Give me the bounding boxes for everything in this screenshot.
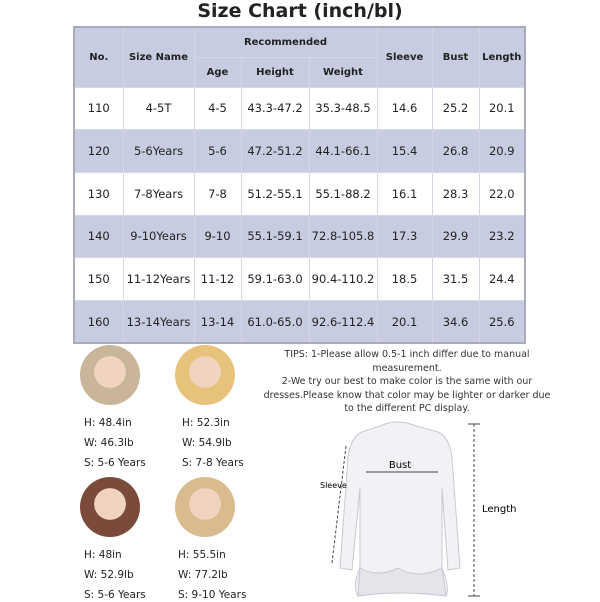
table-row: 130 7-8Years 7-8 51.2-55.1 55.1-88.2 16.1 28.3… [73, 171, 526, 216]
table-cell: 150 [73, 257, 124, 301]
table-row: 160 13-14Years 13-14 61.0-65.0 92.6-112.4 20.… [73, 299, 526, 344]
table-cell: 7-8 [193, 171, 242, 216]
table-cell: 51.2-55.1 [240, 171, 310, 216]
model-h: H: 52.3in [182, 417, 230, 429]
model-photo [175, 345, 235, 405]
table-cell: 26.8 [431, 129, 480, 173]
table-cell: 44.1-66.1 [308, 129, 378, 173]
tips: TIPS: 1-Please allow 0.5-1 inch differ d… [262, 348, 552, 416]
table-cell: 55.1-88.2 [308, 171, 378, 216]
table-cell: 20.9 [478, 129, 526, 173]
table-cell: 59.1-63.0 [240, 257, 310, 301]
table-cell: 9-10Years [122, 214, 195, 259]
header-age: Age [193, 56, 242, 88]
model-w: W: 54.9lb [182, 437, 232, 449]
table-cell: 90.4-110.2 [308, 257, 378, 301]
model-photo [175, 477, 235, 537]
header-weight: Weight [308, 56, 378, 88]
table-cell: 15.4 [376, 129, 433, 173]
dress-diagram: Bust Sleeve Length [320, 421, 517, 597]
table-cell: 92.6-112.4 [308, 299, 378, 344]
model-w: W: 77.2lb [178, 569, 228, 581]
table-cell: 22.0 [478, 171, 526, 216]
header-length: Length [478, 26, 526, 88]
model-h: H: 48.4in [84, 417, 132, 429]
size-chart-table: No. Size Name Recommended Sleeve Bust Le… [73, 26, 526, 345]
table-cell: 14.6 [376, 86, 433, 131]
table-cell: 13-14Years [122, 299, 195, 344]
table-cell: 7-8Years [122, 171, 195, 216]
table-cell: 24.4 [478, 257, 526, 301]
table-row: 110 4-5T 4-5 43.3-47.2 35.3-48.5 14.6 25.2 20.1 [73, 86, 526, 131]
table-cell: 13-14 [193, 299, 242, 344]
model-s: S: 5-6 Years [84, 457, 146, 469]
length-label: Length [482, 504, 517, 515]
table-cell: 28.3 [431, 171, 480, 216]
model-w: W: 52.9lb [84, 569, 134, 581]
bust-label: Bust [389, 460, 411, 471]
table-cell: 25.2 [431, 86, 480, 131]
table-cell: 11-12 [193, 257, 242, 301]
table-cell: 160 [73, 299, 124, 344]
table-cell: 34.6 [431, 299, 480, 344]
model-h: H: 48in [84, 549, 122, 561]
table-cell: 11-12Years [122, 257, 195, 301]
table-cell: 43.3-47.2 [240, 86, 310, 131]
model-photo [80, 345, 140, 405]
header-recommended: Recommended [193, 26, 378, 58]
tip-2: 2-We try our best to make color is the s… [263, 376, 551, 414]
header-height: Height [240, 56, 310, 88]
model-s: S: 7-8 Years [182, 457, 244, 469]
header-size-name: Size Name [122, 26, 195, 88]
table-cell: 17.3 [376, 214, 433, 259]
table-cell: 9-10 [193, 214, 242, 259]
header-bust: Bust [431, 26, 480, 88]
model-h: H: 55.5in [178, 549, 226, 561]
table-cell: 130 [73, 171, 124, 216]
table-cell: 35.3-48.5 [308, 86, 378, 131]
page-title: Size Chart (inch/bl) [197, 0, 403, 22]
lace-hem [357, 567, 447, 597]
table-cell: 20.1 [478, 86, 526, 131]
table-cell: 55.1-59.1 [240, 214, 310, 259]
table-cell: 18.5 [376, 257, 433, 301]
model-photo [80, 477, 140, 537]
table-cell: 5-6Years [122, 129, 195, 173]
table-cell: 4-5T [122, 86, 195, 131]
table-cell: 140 [73, 214, 124, 259]
header-no: No. [73, 26, 124, 88]
table-row: 120 5-6Years 5-6 47.2-51.2 44.1-66.1 15.4 26.8… [73, 129, 526, 173]
table-cell: 120 [73, 129, 124, 173]
sleeve-label: Sleeve [320, 481, 347, 490]
table-cell: 23.2 [478, 214, 526, 259]
tip-1: TIPS: 1-Please allow 0.5-1 inch differ d… [284, 349, 530, 374]
model-w: W: 46.3lb [84, 437, 134, 449]
table-cell: 20.1 [376, 299, 433, 344]
table-row: 150 11-12Years 11-12 59.1-63.0 90.4-110.2 18.… [73, 257, 526, 301]
table-cell: 47.2-51.2 [240, 129, 310, 173]
table-cell: 31.5 [431, 257, 480, 301]
table-cell: 25.6 [478, 299, 526, 344]
table-cell: 61.0-65.0 [240, 299, 310, 344]
table-cell: 5-6 [193, 129, 242, 173]
table-cell: 16.1 [376, 171, 433, 216]
table-cell: 110 [73, 86, 124, 131]
table-row: 140 9-10Years 9-10 55.1-59.1 72.8-105.8 17.3 2… [73, 214, 526, 259]
table-cell: 4-5 [193, 86, 242, 131]
model-s: S: 9-10 Years [178, 589, 247, 601]
table-cell: 72.8-105.8 [308, 214, 378, 259]
header-sleeve: Sleeve [376, 26, 433, 88]
table-cell: 29.9 [431, 214, 480, 259]
model-s: S: 5-6 Years [84, 589, 146, 601]
